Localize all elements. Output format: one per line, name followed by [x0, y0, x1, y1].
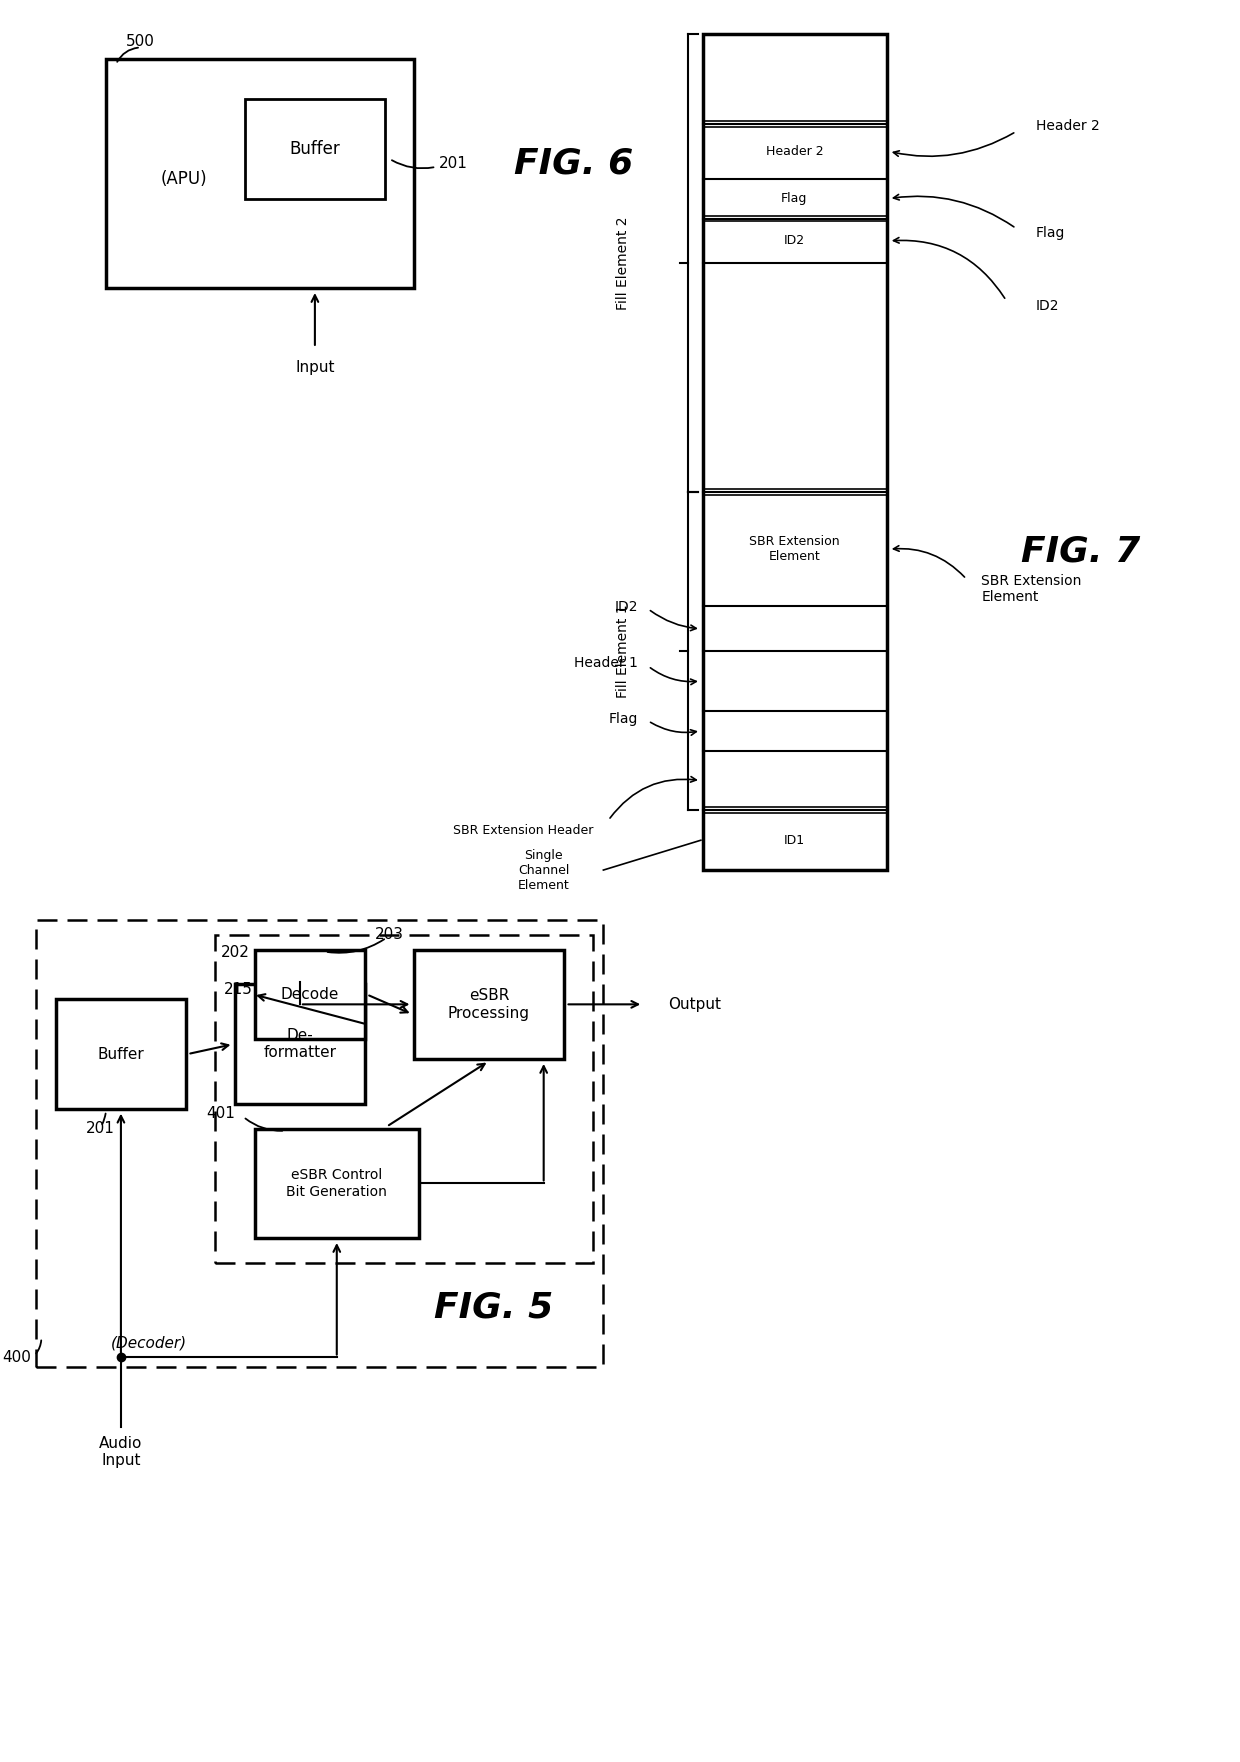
Text: 201: 201: [86, 1121, 115, 1136]
Bar: [36, 920, 604, 1367]
Text: 202: 202: [221, 944, 249, 960]
Text: 203: 203: [374, 927, 403, 943]
Bar: [703, 35, 887, 870]
Text: Input: Input: [295, 359, 335, 375]
Text: Fill Element 1: Fill Element 1: [616, 604, 630, 698]
Text: (Decoder): (Decoder): [110, 1336, 187, 1350]
Text: Audio
Input: Audio Input: [99, 1436, 143, 1468]
Text: Flag: Flag: [1037, 227, 1065, 240]
Text: 215: 215: [223, 981, 252, 997]
Text: FIG. 6: FIG. 6: [513, 146, 634, 181]
Text: 401: 401: [206, 1107, 236, 1121]
Text: Header 2: Header 2: [765, 144, 823, 159]
Bar: [105, 60, 414, 289]
Text: SBR Extension
Element: SBR Extension Element: [749, 536, 839, 564]
Text: Buffer: Buffer: [289, 139, 340, 159]
Text: ID2: ID2: [1037, 298, 1059, 312]
Text: Fill Element 2: Fill Element 2: [616, 217, 630, 310]
Bar: [216, 934, 594, 1263]
Text: SBR Extension Header: SBR Extension Header: [453, 825, 594, 837]
Text: SBR Extension
Element: SBR Extension Element: [981, 574, 1081, 604]
Bar: [236, 985, 365, 1103]
Text: 400: 400: [2, 1350, 31, 1366]
Text: Header 1: Header 1: [574, 655, 639, 670]
Text: Flag: Flag: [781, 192, 807, 204]
Text: Output: Output: [668, 997, 720, 1011]
Text: Flag: Flag: [609, 712, 639, 726]
Bar: [56, 999, 186, 1108]
Text: ID2: ID2: [784, 234, 805, 247]
Bar: [414, 950, 563, 1059]
Text: eSBR
Processing: eSBR Processing: [448, 988, 529, 1020]
Bar: [255, 1129, 419, 1239]
Text: Decode: Decode: [280, 987, 339, 1003]
Text: ID2: ID2: [615, 599, 639, 613]
Bar: [246, 99, 384, 199]
Bar: [255, 950, 365, 1040]
Text: FIG. 7: FIG. 7: [1022, 534, 1141, 569]
Text: Header 2: Header 2: [1037, 120, 1100, 134]
Text: 500: 500: [126, 33, 155, 49]
Text: Single
Channel
Element: Single Channel Element: [518, 849, 569, 892]
Text: Buffer: Buffer: [98, 1047, 144, 1061]
Text: ID1: ID1: [784, 833, 805, 848]
Text: eSBR Control
Bit Generation: eSBR Control Bit Generation: [286, 1168, 387, 1198]
Text: 201: 201: [439, 157, 469, 171]
Text: FIG. 5: FIG. 5: [434, 1292, 553, 1325]
Text: De-
formatter: De- formatter: [263, 1027, 336, 1061]
Text: (APU): (APU): [161, 169, 207, 189]
